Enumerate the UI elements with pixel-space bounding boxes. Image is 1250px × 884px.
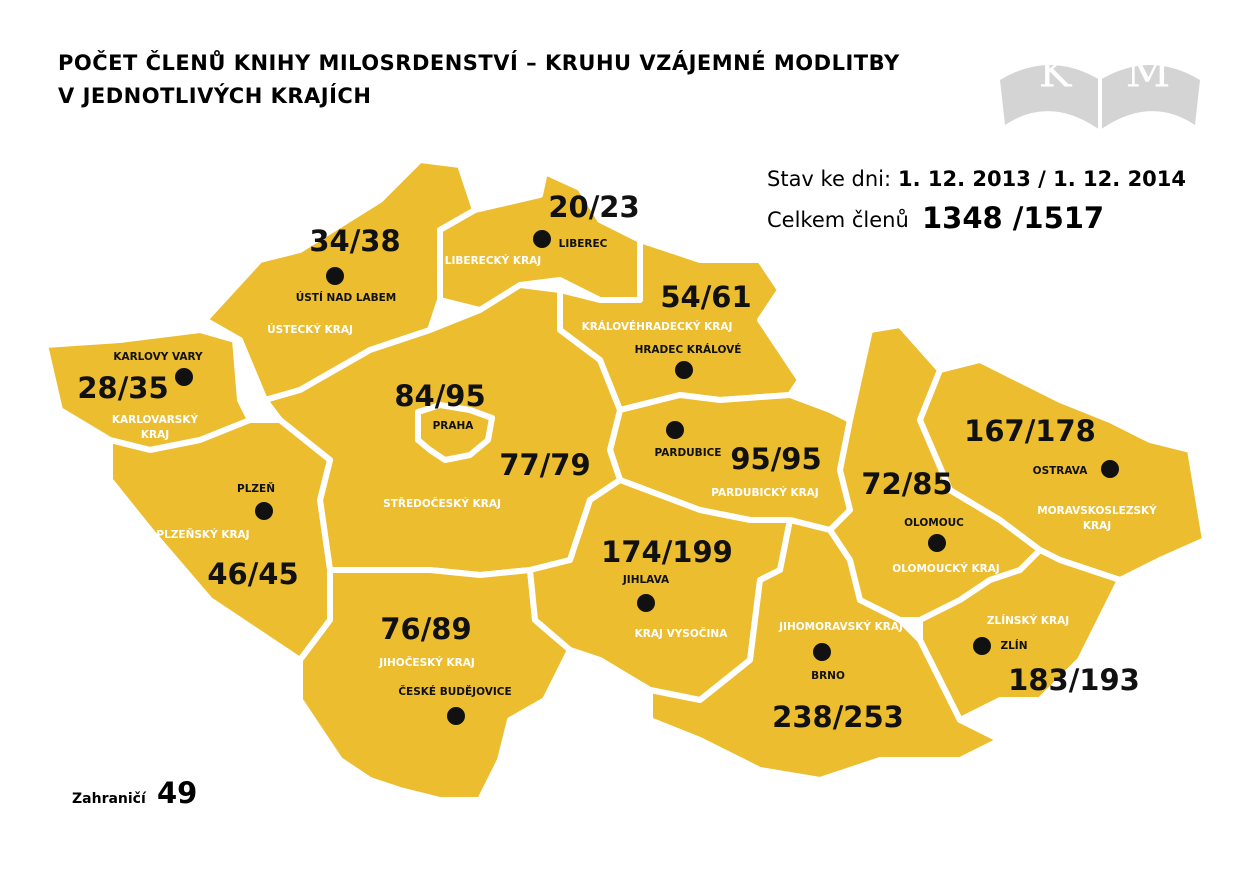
city-dot [637, 594, 655, 612]
city-dot [326, 267, 344, 285]
city-dot [928, 534, 946, 552]
logo-letter: K [1039, 47, 1073, 98]
city-name: ÚSTÍ NAD LABEM [296, 291, 397, 304]
city-name: PRAHA [433, 420, 475, 432]
city-dot [675, 361, 693, 379]
region-name: KARLOVARSKÝ [112, 413, 199, 426]
region-area [917, 357, 1208, 583]
city-dot [175, 368, 193, 386]
region-name: JIHOČESKÝ KRAJ [378, 656, 475, 669]
member-count: 174/199 [601, 535, 733, 569]
member-count: 76/89 [380, 612, 471, 646]
member-count: 46/45 [207, 557, 298, 591]
date-label: Stav ke dni: [767, 167, 891, 191]
city-dot [447, 707, 465, 725]
city-name: PARDUBICE [655, 447, 722, 459]
city-dot [533, 230, 551, 248]
city-dot [973, 637, 991, 655]
city-name: OLOMOUC [904, 517, 964, 529]
region-area [917, 547, 1123, 723]
region-area [415, 402, 495, 463]
total: 1348 /1517 [922, 201, 1104, 235]
region-name: PARDUBICKÝ KRAJ [711, 486, 818, 499]
region-name: ZLÍNSKÝ KRAJ [987, 614, 1069, 627]
region-name: STŘEDOČESKÝ KRAJ [383, 497, 501, 510]
labels: KARLOVARSKÝ KRAJ KARLOVY VARY 28/35 ÚSTECKÝ … [77, 190, 1157, 734]
title-line: V JEDNOTLIVÝCH KRAJÍCH [58, 83, 371, 108]
total-label: Celkem členů [767, 208, 909, 232]
region-name: PLZEŇSKÝ KRAJ [156, 528, 249, 541]
city-dot [1101, 460, 1119, 478]
member-count: 95/95 [730, 442, 821, 476]
member-count: 84/95 [394, 379, 485, 413]
region-area [297, 567, 573, 803]
region-name: KRAJ VYSOČINA [635, 627, 729, 640]
region-name: KRAJ [141, 429, 169, 441]
region-name: MORAVSKOSLEZSKÝ [1037, 504, 1157, 517]
region-name: JIHOMORAVSKÝ KRAJ [778, 620, 903, 633]
title-line: POČET ČLENŮ KNIHY MILOSRDENSTVÍ – KRUHU … [58, 50, 900, 75]
abroad-count: 49 [157, 776, 197, 810]
city-name: PLZEŇ [237, 482, 275, 495]
city-name: OSTRAVA [1033, 465, 1089, 477]
abroad-label: Zahraničí [72, 791, 147, 807]
region-name: OLOMOUCKÝ KRAJ [892, 562, 999, 575]
region-name: ÚSTECKÝ KRAJ [267, 323, 353, 336]
city-dot [813, 643, 831, 661]
city-dot [666, 421, 684, 439]
member-count: 34/38 [309, 224, 400, 258]
city-name: LIBEREC [559, 238, 608, 250]
region-name: LIBERECKÝ KRAJ [445, 254, 541, 267]
city-name: KARLOVY VARY [113, 351, 203, 363]
city-name: HRADEC KRÁLOVÉ [635, 343, 742, 356]
city-name: ČESKÉ BUDĚJOVICE [398, 685, 511, 698]
logo: K M [1000, 45, 1200, 130]
logo-letter: M [1125, 47, 1170, 98]
city-dot [255, 502, 273, 520]
member-count: 167/178 [964, 414, 1096, 448]
city-name: JIHLAVA [622, 574, 670, 586]
member-count: 72/85 [861, 467, 952, 501]
member-count: 54/61 [660, 280, 751, 314]
member-count: 183/193 [1008, 663, 1140, 697]
member-count: 20/23 [548, 190, 639, 224]
region-name: KRAJ [1083, 520, 1111, 532]
dates: 1. 12. 2013 / 1. 12. 2014 [898, 167, 1186, 191]
city-name: BRNO [811, 670, 845, 682]
member-count: 28/35 [77, 371, 168, 405]
city-name: ZLÍN [1001, 639, 1028, 652]
region-name: KRÁLOVÉHRADECKÝ KRAJ [582, 320, 733, 333]
map [42, 157, 1208, 803]
member-count: 77/79 [499, 448, 590, 482]
member-count: 238/253 [772, 700, 904, 734]
